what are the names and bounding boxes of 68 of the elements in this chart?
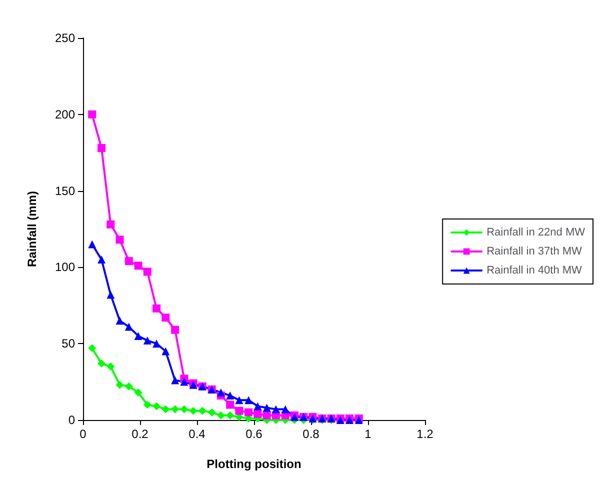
point <box>152 402 161 410</box>
point <box>198 406 206 415</box>
point <box>254 410 262 418</box>
point <box>124 257 133 266</box>
x-tick-label: 0.4 <box>188 427 206 441</box>
point <box>98 144 106 152</box>
point <box>171 326 180 334</box>
point <box>98 256 106 264</box>
point <box>88 110 96 118</box>
point <box>244 396 253 404</box>
point <box>143 400 152 409</box>
point <box>226 411 234 420</box>
y-tick-label: 50 <box>62 336 76 351</box>
point <box>226 400 234 409</box>
point <box>88 344 96 352</box>
x-axis-title: Plotting position <box>206 457 302 471</box>
point <box>262 411 271 420</box>
point <box>143 336 152 345</box>
point <box>116 316 124 325</box>
point <box>216 411 225 420</box>
y-tick-label: 100 <box>54 260 76 274</box>
point <box>106 220 115 228</box>
point <box>171 405 180 414</box>
point <box>134 332 142 340</box>
y-tick-label: 150 <box>54 184 76 198</box>
point <box>106 362 115 371</box>
x-tick-label: 1.2 <box>416 427 434 441</box>
point <box>162 405 170 414</box>
legend-label: Rainfall in 40th MW <box>486 264 583 276</box>
point <box>180 378 188 386</box>
point <box>272 405 280 414</box>
y-axis-title: Rainfall (mm) <box>25 190 39 268</box>
x-tick-label: 0 <box>80 427 87 441</box>
point <box>216 388 225 396</box>
point <box>262 404 271 412</box>
point <box>254 402 262 410</box>
point <box>124 322 133 331</box>
point <box>171 376 180 384</box>
point <box>124 382 133 390</box>
point <box>162 314 170 322</box>
point <box>244 408 253 416</box>
point <box>281 405 290 414</box>
point <box>134 262 142 270</box>
point <box>235 406 244 415</box>
point <box>106 290 115 299</box>
point <box>143 268 152 276</box>
y-tick-label: 250 <box>54 31 76 45</box>
x-tick-label: 0.8 <box>302 427 320 441</box>
x-tick-label: 1 <box>364 427 372 441</box>
y-tick-label: 0 <box>68 413 76 427</box>
x-tick-label: 0.2 <box>132 427 149 441</box>
point <box>180 405 188 414</box>
point <box>226 392 234 400</box>
point <box>189 406 198 415</box>
y-tick-label: 200 <box>54 107 76 122</box>
legend-label: Rainfall in 22nd MW <box>486 226 586 238</box>
point <box>235 396 244 404</box>
point <box>208 408 216 416</box>
point <box>152 340 161 348</box>
point <box>98 359 106 368</box>
point <box>116 380 124 389</box>
point <box>116 236 124 244</box>
point <box>152 304 161 312</box>
legend-label: Rainfall in 37th MW <box>486 246 583 258</box>
x-tick-label: 0.6 <box>246 427 263 441</box>
point <box>88 240 96 248</box>
point <box>162 347 170 356</box>
point <box>134 388 142 396</box>
